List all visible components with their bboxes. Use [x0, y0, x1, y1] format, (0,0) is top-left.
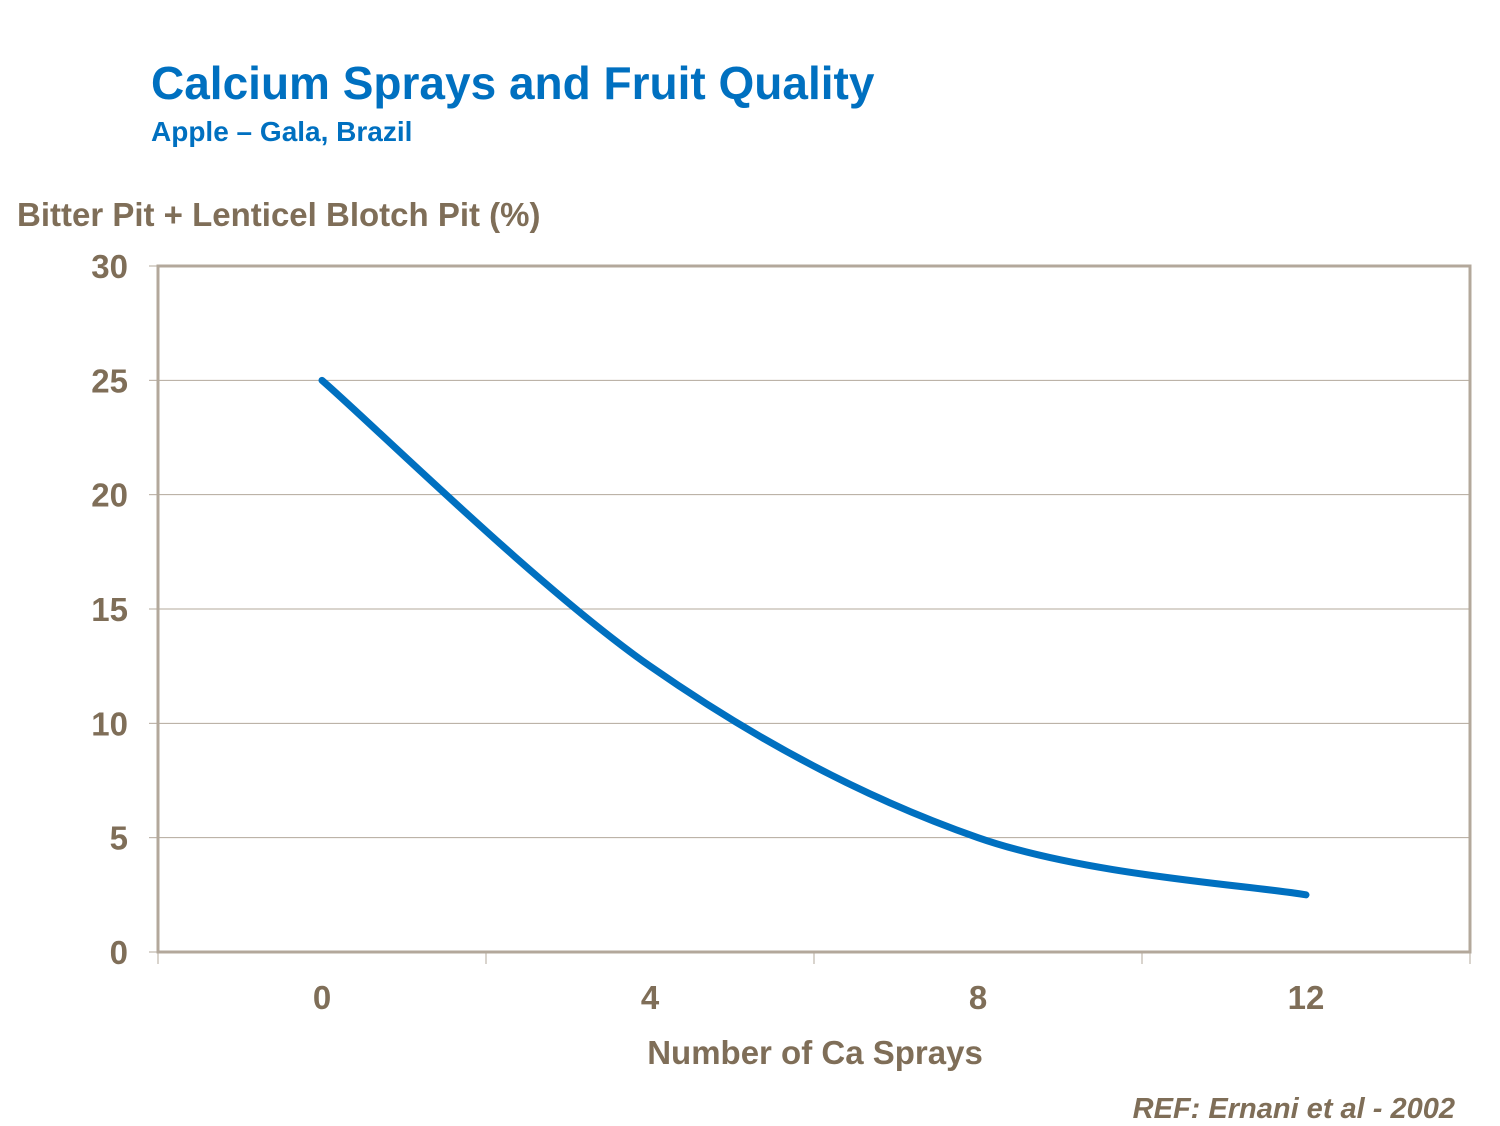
chart-title: Calcium Sprays and Fruit Quality — [151, 57, 875, 109]
y-tick-label: 25 — [91, 362, 128, 399]
y-tick-label: 0 — [110, 934, 128, 971]
x-tick-label: 12 — [1288, 979, 1325, 1016]
x-tick-label: 4 — [641, 979, 660, 1016]
data-series-line — [318, 376, 1310, 899]
x-axis-label: Number of Ca Sprays — [647, 1034, 983, 1071]
y-tick-label: 15 — [91, 591, 128, 628]
y-tick-label: 30 — [91, 248, 128, 285]
plot-area-border — [156, 264, 1472, 954]
y-axis-label: Bitter Pit + Lenticel Blotch Pit (%) — [17, 196, 541, 233]
reference-annotation: REF: Ernani et al - 2002 — [1132, 1093, 1455, 1125]
x-tick-label: 0 — [313, 979, 331, 1016]
y-tick-label: 20 — [91, 477, 128, 514]
y-tick-label: 10 — [91, 705, 128, 742]
x-tick-label: 8 — [969, 979, 987, 1016]
chart-subtitle: Apple – Gala, Brazil — [151, 116, 413, 147]
y-tick-label: 5 — [110, 820, 128, 857]
